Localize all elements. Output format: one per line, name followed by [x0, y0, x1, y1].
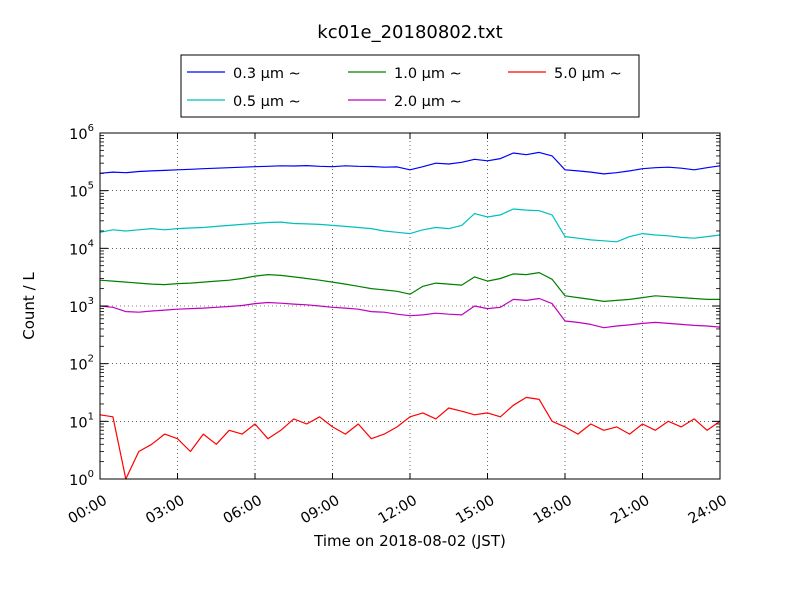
legend-label-2: 0.5 μm ∼	[233, 94, 301, 110]
y-tick-base: 10	[69, 473, 87, 489]
y-tick-label: 102	[69, 354, 94, 374]
series-line-2	[99, 208, 721, 243]
y-tick-base: 10	[69, 415, 87, 431]
y-tick-label: 103	[69, 296, 94, 316]
series-line-5	[99, 396, 721, 480]
legend-label-4: 2.0 μm ∼	[394, 94, 462, 110]
y-tick-label: 101	[69, 411, 94, 431]
y-tick-base: 10	[69, 242, 87, 258]
x-axis-label: Time on 2018-08-02 (JST)	[313, 532, 506, 550]
legend-box	[180, 54, 640, 118]
y-tick-label: 105	[69, 181, 94, 201]
y-tick-exponent: 4	[88, 238, 94, 249]
legend-label-3: 1.0 μm ∼	[394, 66, 462, 82]
legend: 0.3 μm ∼ 0.5 μm ∼ 1.0 μm ∼ 2.0 μm ∼ 5.0 μm ∼	[180, 54, 640, 118]
y-tick-base: 10	[69, 300, 87, 316]
y-tick-exponent: 2	[88, 354, 94, 365]
y-tick-base: 10	[69, 358, 87, 374]
y-tick-label: 106	[69, 123, 94, 143]
y-tick-exponent: 6	[88, 123, 94, 134]
legend-label-1: 0.3 μm ∼	[233, 66, 301, 82]
y-axis-label: Count / L	[20, 272, 38, 340]
y-tick-exponent: 1	[88, 411, 94, 422]
y-tick-base: 10	[69, 185, 87, 201]
y-tick-exponent: 5	[88, 181, 94, 192]
chart-title: kc01e_20180802.txt	[317, 22, 502, 43]
y-tick-exponent: 3	[88, 296, 94, 307]
y-tick-label: 100	[69, 469, 94, 489]
grid	[100, 133, 720, 479]
y-tick-base: 10	[69, 127, 87, 143]
legend-label-5: 5.0 μm ∼	[554, 66, 622, 82]
y-tick-label: 104	[69, 238, 94, 258]
plot-lines	[99, 151, 721, 480]
y-tick-exponent: 0	[88, 469, 94, 480]
series-line-4	[99, 297, 721, 329]
series-line-3	[99, 272, 720, 302]
series-line-1	[99, 151, 721, 175]
